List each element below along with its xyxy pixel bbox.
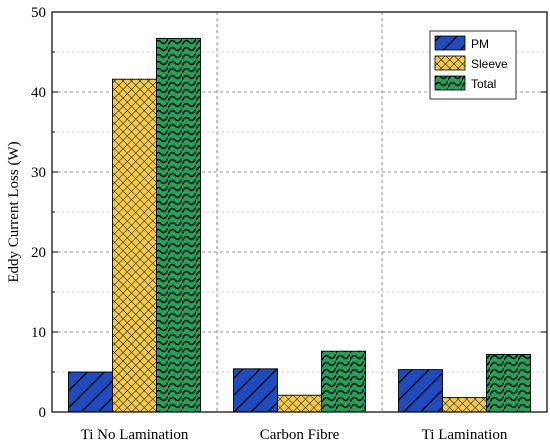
y-axis-title: Eddy Current Loss (W) — [6, 141, 22, 282]
x-tick-label: Ti Lamination — [422, 427, 508, 443]
axis-ticks — [52, 11, 547, 413]
legend-swatch-total — [434, 75, 466, 91]
bar-pm-0 — [68, 371, 113, 413]
legend-label-total: Total — [471, 77, 496, 91]
y-tick-label: 0 — [39, 405, 47, 421]
bar-pm-1 — [233, 368, 278, 413]
bar-total-1 — [321, 350, 366, 413]
y-tick-label: 40 — [31, 85, 46, 101]
legend-label-sleeve: Sleeve — [471, 57, 508, 71]
y-tick-label: 20 — [31, 245, 46, 261]
x-tick-label: Ti No Lamination — [81, 427, 189, 443]
bar-pm-2 — [398, 369, 443, 413]
x-tick-label: Carbon Fibre — [260, 427, 340, 443]
y-tick-label: 10 — [31, 325, 46, 341]
legend-swatch-pm — [434, 35, 466, 51]
legend-swatch-sleeve — [434, 55, 466, 71]
bar-sleeve-1 — [277, 394, 322, 413]
bar-sleeve-0 — [112, 78, 157, 413]
tick-labels: 0 10 20 30 40 50 Ti No Lamination Carbon Fibre T… — [31, 5, 508, 443]
grid-lines — [52, 12, 547, 412]
bar-total-2 — [486, 353, 531, 413]
bar-total-0 — [156, 37, 201, 413]
legend-label-pm: PM — [471, 37, 489, 51]
y-tick-label: 30 — [31, 165, 46, 181]
y-tick-label: 50 — [31, 5, 46, 21]
legend: PM Sleeve Total — [429, 30, 517, 100]
bar-sleeve-2 — [442, 397, 487, 413]
